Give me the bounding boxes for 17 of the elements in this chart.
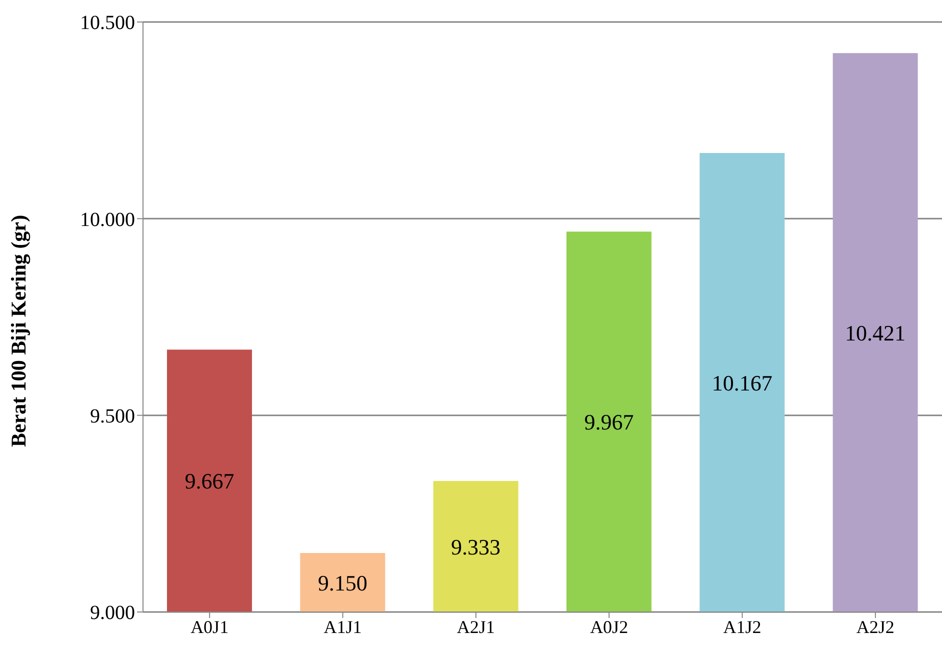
y-axis-title: Berat 100 Biji Kering (gr) xyxy=(6,214,30,447)
data-label: 9.667 xyxy=(184,468,234,494)
y-tick-label: 9.500 xyxy=(90,405,135,428)
x-tick-label: A1J2 xyxy=(723,616,762,637)
x-tick-label: A0J2 xyxy=(590,616,628,637)
data-label: 9.333 xyxy=(451,534,501,560)
x-tick-label: A1J1 xyxy=(324,616,362,637)
data-label: 10.167 xyxy=(712,370,772,396)
x-tick-label: A0J1 xyxy=(190,616,229,637)
data-label: 10.421 xyxy=(845,320,906,346)
x-tick-label: A2J2 xyxy=(856,616,894,637)
data-label: 9.967 xyxy=(584,410,634,435)
data-label: 9.150 xyxy=(318,570,368,596)
y-tick-label: 10.500 xyxy=(80,12,135,34)
y-tick-label: 10.000 xyxy=(80,208,135,231)
y-tick-label: 9.000 xyxy=(90,602,135,624)
x-tick-label: A2J1 xyxy=(456,616,495,637)
